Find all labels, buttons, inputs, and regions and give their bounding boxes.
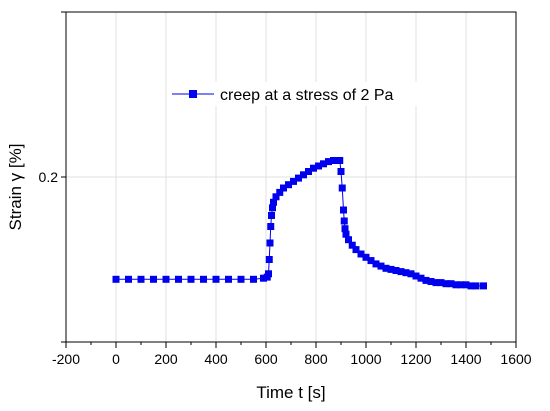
data-point [345, 236, 352, 244]
x-tick-label: 1600 [500, 351, 531, 367]
data-point [266, 239, 274, 247]
data-point [432, 279, 440, 287]
data-point [348, 241, 356, 249]
data-point [305, 168, 312, 175]
data-point [437, 279, 445, 287]
data-point [402, 269, 410, 277]
data-point [336, 157, 344, 164]
data-point [330, 157, 337, 164]
data-point [290, 177, 297, 185]
data-point [442, 280, 450, 288]
data-point [387, 265, 395, 273]
data-point [150, 275, 157, 283]
data-point [367, 257, 375, 265]
data-point [340, 206, 347, 214]
data-point [125, 275, 132, 283]
data-point [295, 174, 302, 182]
data-point [362, 253, 370, 261]
x-tick-label: 1200 [400, 351, 431, 367]
y-tick-label: 0.2 [39, 169, 59, 185]
data-point [422, 276, 430, 284]
data-point [175, 275, 182, 283]
grid-layer [66, 12, 516, 342]
data-point [427, 278, 435, 285]
data-point [377, 262, 385, 270]
data-point [225, 275, 232, 283]
data-point [237, 275, 245, 283]
data-point [265, 270, 272, 278]
x-tick-label: 200 [154, 351, 178, 367]
x-tick-label: -200 [52, 351, 80, 367]
legend: creep at a stress of 2 Pa [168, 82, 420, 106]
data-point [320, 160, 327, 168]
data-point [276, 188, 284, 196]
data-point [250, 275, 257, 283]
data-point [462, 281, 470, 289]
data-point [447, 280, 455, 288]
data-point [212, 275, 220, 283]
data-point [467, 282, 475, 290]
data-point [112, 275, 120, 283]
data-point [268, 212, 275, 219]
data-point [480, 282, 487, 290]
data-point [341, 225, 349, 233]
data-point [417, 274, 425, 282]
y-axis-title: Strain γ [%] [6, 144, 25, 231]
x-tick-label: 600 [254, 351, 278, 367]
data-point [315, 162, 322, 170]
data-point [285, 181, 292, 189]
data-point [270, 198, 277, 206]
data-point [472, 282, 480, 290]
data-point [382, 264, 390, 272]
x-tick-label: 1400 [450, 351, 481, 367]
data-point [300, 171, 307, 179]
data-point [310, 164, 317, 172]
data-point [325, 158, 332, 166]
data-point [338, 184, 346, 192]
data-point [280, 184, 287, 192]
data-point [260, 274, 267, 282]
data-point [412, 272, 420, 280]
x-axis-title: Time t [s] [256, 383, 325, 402]
data-point [337, 168, 345, 175]
data-point [372, 260, 380, 268]
data-point [265, 256, 273, 263]
x-tick-label: 1000 [350, 351, 381, 367]
ticks-layer: -200 0 200 400 600 800 1000 1200 1400 1600 0.2 [39, 11, 532, 367]
x-tick-label: 800 [304, 351, 328, 367]
data-point [357, 250, 365, 258]
data-point [392, 267, 400, 274]
legend-label: creep at a stress of 2 Pa [220, 87, 394, 104]
data-point [342, 230, 350, 238]
data-point [457, 281, 465, 289]
data-point [340, 217, 348, 225]
data-point [269, 204, 276, 212]
data-point [407, 270, 415, 278]
data-point [397, 268, 405, 276]
data-point [272, 193, 280, 201]
data-point [187, 275, 195, 283]
x-tick-label: 0 [112, 351, 120, 367]
data-point [452, 281, 460, 289]
marks-layer [112, 157, 487, 290]
data-point [137, 275, 145, 283]
x-tick-label: 400 [204, 351, 228, 367]
data-point [352, 246, 360, 254]
legend-marker-square [189, 90, 197, 98]
data-point [162, 275, 170, 283]
data-point [267, 223, 275, 230]
data-point [200, 275, 207, 283]
